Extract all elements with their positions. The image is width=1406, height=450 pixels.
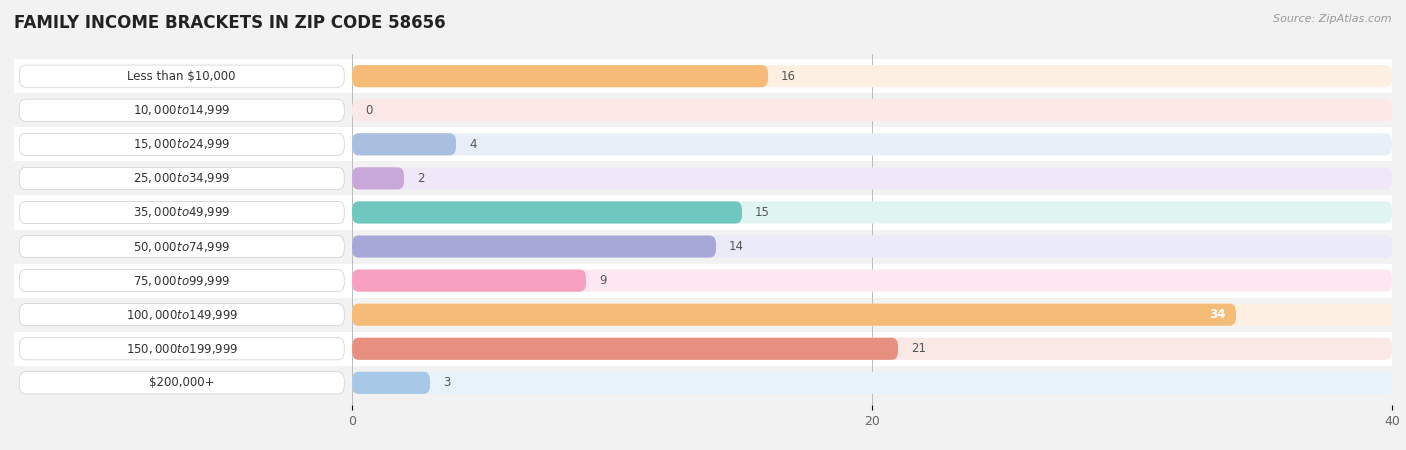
Text: $75,000 to $99,999: $75,000 to $99,999 <box>134 274 231 288</box>
FancyBboxPatch shape <box>20 99 344 122</box>
FancyBboxPatch shape <box>352 65 768 87</box>
Text: 15: 15 <box>755 206 770 219</box>
FancyBboxPatch shape <box>352 133 1392 155</box>
FancyBboxPatch shape <box>14 127 1392 162</box>
Text: $25,000 to $34,999: $25,000 to $34,999 <box>134 171 231 185</box>
Text: 2: 2 <box>418 172 425 185</box>
Text: 3: 3 <box>443 376 450 389</box>
Text: $100,000 to $149,999: $100,000 to $149,999 <box>125 308 238 322</box>
FancyBboxPatch shape <box>20 304 344 326</box>
FancyBboxPatch shape <box>352 65 1392 87</box>
FancyBboxPatch shape <box>14 332 1392 366</box>
FancyBboxPatch shape <box>352 133 456 155</box>
Text: $35,000 to $49,999: $35,000 to $49,999 <box>134 206 231 220</box>
FancyBboxPatch shape <box>20 167 344 189</box>
Text: Less than $10,000: Less than $10,000 <box>128 70 236 83</box>
FancyBboxPatch shape <box>352 304 1236 326</box>
FancyBboxPatch shape <box>20 65 344 87</box>
FancyBboxPatch shape <box>352 372 430 394</box>
FancyBboxPatch shape <box>14 59 1392 93</box>
Text: 9: 9 <box>599 274 606 287</box>
FancyBboxPatch shape <box>14 297 1392 332</box>
FancyBboxPatch shape <box>20 235 344 257</box>
FancyBboxPatch shape <box>352 304 1392 326</box>
FancyBboxPatch shape <box>14 366 1392 400</box>
FancyBboxPatch shape <box>20 270 344 292</box>
Text: $200,000+: $200,000+ <box>149 376 215 389</box>
Text: FAMILY INCOME BRACKETS IN ZIP CODE 58656: FAMILY INCOME BRACKETS IN ZIP CODE 58656 <box>14 14 446 32</box>
Text: 0: 0 <box>366 104 373 117</box>
FancyBboxPatch shape <box>352 235 716 257</box>
Text: 14: 14 <box>728 240 744 253</box>
FancyBboxPatch shape <box>352 202 742 224</box>
Text: 4: 4 <box>470 138 477 151</box>
FancyBboxPatch shape <box>14 93 1392 127</box>
Text: 21: 21 <box>911 342 927 355</box>
FancyBboxPatch shape <box>352 338 1392 360</box>
FancyBboxPatch shape <box>14 195 1392 230</box>
FancyBboxPatch shape <box>352 270 586 292</box>
Text: Source: ZipAtlas.com: Source: ZipAtlas.com <box>1274 14 1392 23</box>
Text: $50,000 to $74,999: $50,000 to $74,999 <box>134 239 231 253</box>
Text: $15,000 to $24,999: $15,000 to $24,999 <box>134 137 231 151</box>
Text: $10,000 to $14,999: $10,000 to $14,999 <box>134 103 231 117</box>
FancyBboxPatch shape <box>352 202 1392 224</box>
Text: 16: 16 <box>780 70 796 83</box>
FancyBboxPatch shape <box>352 167 404 189</box>
FancyBboxPatch shape <box>352 338 898 360</box>
FancyBboxPatch shape <box>352 372 1392 394</box>
FancyBboxPatch shape <box>14 264 1392 297</box>
FancyBboxPatch shape <box>352 270 1392 292</box>
FancyBboxPatch shape <box>14 230 1392 264</box>
FancyBboxPatch shape <box>352 167 1392 189</box>
Text: 34: 34 <box>1209 308 1226 321</box>
FancyBboxPatch shape <box>20 133 344 155</box>
FancyBboxPatch shape <box>20 202 344 224</box>
FancyBboxPatch shape <box>352 235 1392 257</box>
FancyBboxPatch shape <box>20 372 344 394</box>
Text: $150,000 to $199,999: $150,000 to $199,999 <box>125 342 238 356</box>
FancyBboxPatch shape <box>20 338 344 360</box>
FancyBboxPatch shape <box>14 162 1392 195</box>
FancyBboxPatch shape <box>352 99 1392 122</box>
